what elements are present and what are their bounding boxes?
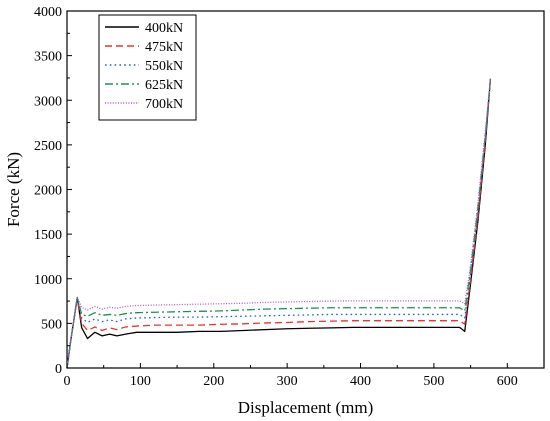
- y-tick-label: 500: [41, 317, 62, 332]
- series-line-400kn: [66, 78, 492, 369]
- series-line-475kn: [66, 78, 492, 369]
- legend-label-625kn: 625kN: [145, 78, 183, 93]
- y-tick-label: 3500: [34, 50, 62, 65]
- x-axis-ticks: 0 100 200 300 400 500 600: [64, 363, 518, 389]
- y-tick-label: 2500: [34, 139, 62, 154]
- y-tick-label: 4000: [34, 5, 62, 20]
- y-tick-label: 1000: [34, 273, 62, 288]
- x-tick-label: 100: [130, 374, 151, 389]
- x-tick-label: 400: [350, 374, 371, 389]
- y-axis-title: Force (kN): [4, 152, 23, 227]
- series-lines: [66, 78, 492, 369]
- legend-label-550kn: 550kN: [145, 59, 183, 74]
- series-line-550kn: [66, 78, 492, 369]
- y-tick-label: 1500: [34, 228, 62, 243]
- legend-label-700kn: 700kN: [145, 97, 183, 112]
- series-line-625kn: [66, 78, 492, 369]
- x-tick-label: 500: [423, 374, 444, 389]
- legend-label-475kn: 475kN: [145, 40, 183, 55]
- x-tick-label: 0: [64, 374, 71, 389]
- x-tick-label: 600: [497, 374, 518, 389]
- series-line-700kn: [66, 78, 492, 369]
- x-tick-label: 200: [203, 374, 224, 389]
- y-tick-label: 2000: [34, 184, 62, 199]
- y-tick-label: 0: [55, 362, 62, 377]
- legend-label-400kn: 400kN: [145, 21, 183, 36]
- legend: 400kN 475kN 550kN 625kN 700kN: [98, 14, 197, 121]
- x-tick-label: 300: [277, 374, 298, 389]
- legend-box: [98, 14, 197, 121]
- y-axis-ticks: 0 500 1000 1500 2000 2500 3000 3500 4000: [34, 5, 72, 377]
- y-tick-label: 3000: [34, 94, 62, 109]
- x-axis-title: Displacement (mm): [238, 398, 374, 417]
